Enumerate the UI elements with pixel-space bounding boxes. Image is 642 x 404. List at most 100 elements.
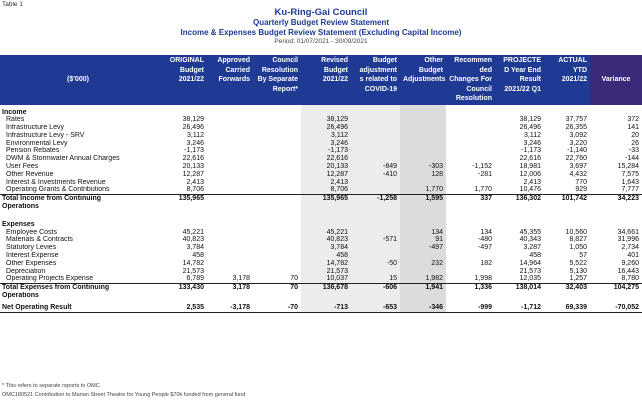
table-row: Operating Grants & Contributions 8,706 8,7…: [0, 186, 642, 195]
value-cell: 3,246: [523, 139, 541, 147]
value-cell: 40,823: [301, 236, 351, 245]
value-cell: 14,782: [182, 259, 204, 267]
value-cell: [495, 105, 544, 117]
value-cell: 38,129: [519, 116, 541, 124]
net-result-row: Net Operating Result 2,535 -3,178 -70 -713 -6…: [0, 299, 642, 313]
value-cell: [207, 236, 253, 244]
value-cell: [207, 244, 253, 252]
value-cell: 3,287: [523, 244, 541, 252]
value-cell: [253, 292, 301, 300]
budget-review-table: ($'000) ORIGINAL Budget 2021/22 Approved…: [0, 55, 642, 313]
value-cell: -999: [446, 299, 495, 313]
footnote-1: * This refers to separate reports to OMC…: [2, 383, 102, 389]
value-cell: -606: [351, 283, 400, 293]
value-cell: [253, 179, 301, 187]
value-cell: 38,129: [182, 116, 204, 124]
value-cell: 3,220: [569, 139, 587, 147]
value-cell: 3,092: [569, 131, 587, 139]
value-cell: 1,643: [621, 178, 639, 186]
value-cell: [253, 132, 301, 140]
value-cell: -713: [301, 299, 351, 313]
value-cell: 3,784: [186, 244, 204, 252]
value-cell: 26: [631, 139, 639, 147]
value-cell: [544, 292, 590, 300]
table-row: Infrastructure Levy - SRV 3,112 3,112 3,112…: [0, 131, 642, 140]
value-cell: -50: [351, 259, 400, 268]
row-label: Infrastructure Levy: [6, 124, 64, 132]
total-row: Total Expenses from Continuing 133,430 3,1…: [0, 283, 642, 293]
value-cell: 22,616: [182, 155, 204, 163]
value-cell: 2,413: [301, 178, 351, 187]
value-cell: [351, 252, 400, 260]
value-cell: 10,037: [301, 275, 351, 284]
value-cell: -1,712: [495, 299, 544, 313]
value-cell: 8,827: [569, 236, 587, 244]
value-cell: 135,965: [301, 194, 351, 204]
value-cell: [253, 252, 301, 260]
value-cell: 401: [627, 252, 639, 260]
value-cell: [544, 217, 590, 229]
value-cell: 182: [480, 259, 492, 267]
table-row: Infrastructure Levy 26,496 26,496 26,496 26,…: [0, 124, 642, 132]
value-cell: [156, 292, 207, 300]
value-cell: 45,221: [301, 228, 351, 237]
value-cell: 21,573: [519, 267, 541, 275]
value-cell: 138,014: [495, 283, 544, 293]
value-cell: [400, 116, 446, 125]
value-cell: [156, 203, 207, 211]
value-cell: 40,343: [519, 236, 541, 244]
value-cell: 45,355: [519, 228, 541, 236]
table-row: Depreciation 21,573 21,573 21,573 5,130 16,44…: [0, 267, 642, 276]
value-cell: 12,287: [301, 170, 351, 179]
value-cell: 32,403: [544, 283, 590, 293]
value-cell: [253, 155, 301, 163]
value-cell: 16,443: [617, 267, 639, 275]
total-row-cont: Operations: [0, 292, 642, 300]
value-cell: [351, 124, 400, 132]
value-cell: [590, 217, 642, 229]
value-cell: 458: [192, 252, 204, 260]
value-cell: [207, 163, 253, 171]
value-cell: 5,130: [569, 267, 587, 275]
value-cell: [400, 267, 446, 276]
value-cell: [446, 179, 495, 187]
value-cell: [301, 216, 351, 229]
value-cell: 104,275: [590, 283, 642, 293]
value-cell: [207, 194, 253, 204]
value-cell: [253, 260, 301, 268]
value-cell: [446, 132, 495, 140]
value-cell: [253, 186, 301, 194]
value-cell: 57: [579, 252, 587, 260]
value-cell: [351, 292, 400, 300]
value-cell: [495, 217, 544, 229]
row-label: Total Expenses from Continuing: [0, 283, 156, 293]
value-cell: 458: [529, 252, 541, 260]
value-cell: [253, 236, 301, 244]
value-cell: -346: [400, 299, 446, 313]
table-row: Employee Costs 45,221 45,221 134 134 45,355 10…: [0, 228, 642, 237]
value-cell: [351, 131, 400, 140]
value-cell: -653: [351, 299, 400, 313]
value-cell: [207, 147, 253, 155]
table-label: Table 1: [2, 1, 23, 8]
value-cell: [207, 179, 253, 187]
value-cell: 8,780: [621, 275, 639, 283]
value-cell: [400, 104, 446, 117]
value-cell: [400, 147, 446, 156]
value-cell: 10,476: [519, 186, 541, 194]
footnote-2: OMC180521 Contribution to Marian Street …: [2, 392, 246, 398]
table-row: Interest & Investments Revenue 2,413 2,413…: [0, 178, 642, 187]
row-label: Statutory Levies: [6, 244, 57, 252]
council-name: Ku-Ring-Gai Council: [274, 7, 368, 18]
value-cell: -1,173: [184, 147, 204, 155]
row-label: User Fees: [6, 163, 39, 171]
value-cell: [446, 116, 495, 124]
value-cell: 40,823: [182, 236, 204, 244]
row-label: Net Operating Result: [0, 299, 156, 313]
row-label: Other Expenses: [6, 259, 57, 267]
value-cell: 134: [480, 228, 492, 236]
value-cell: [156, 105, 207, 117]
value-cell: -571: [351, 236, 400, 245]
value-cell: -849: [351, 163, 400, 171]
value-cell: [544, 105, 590, 117]
